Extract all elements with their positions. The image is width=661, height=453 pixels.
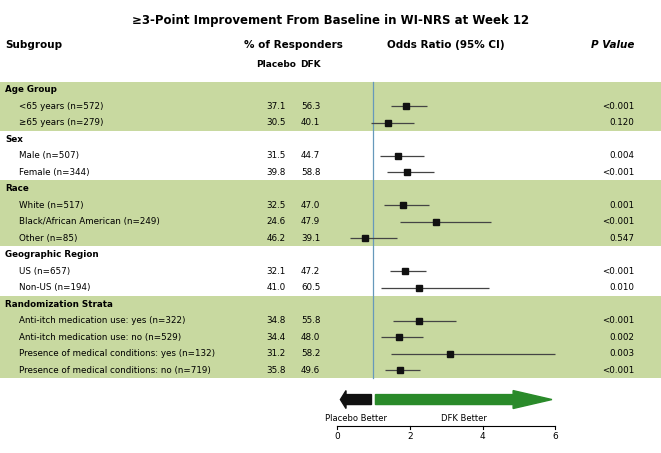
Text: <0.001: <0.001 [602,366,635,375]
Bar [0,280,661,296]
Text: Anti-itch medication use: yes (n=322): Anti-itch medication use: yes (n=322) [19,316,185,325]
Text: Odds Ratio (95% CI): Odds Ratio (95% CI) [387,40,505,50]
Text: Presence of medical conditions: no (n=719): Presence of medical conditions: no (n=71… [19,366,210,375]
Text: 47.0: 47.0 [301,201,321,210]
Text: 56.3: 56.3 [301,102,321,111]
Bar [0,296,661,312]
Text: P Value: P Value [591,40,635,50]
Text: Black/African American (n=249): Black/African American (n=249) [19,217,159,226]
Text: ≥3-Point Improvement From Baseline in WI-NRS at Week 12: ≥3-Point Improvement From Baseline in WI… [132,14,529,27]
Text: 0: 0 [334,432,340,441]
Text: Subgroup: Subgroup [5,40,62,50]
Text: 0.004: 0.004 [609,151,635,160]
Text: 40.1: 40.1 [301,118,321,127]
Text: 32.1: 32.1 [266,267,286,275]
Text: 44.7: 44.7 [301,151,321,160]
Bar [0,362,661,378]
Bar [0,197,661,213]
Text: <0.001: <0.001 [602,168,635,177]
Bar [0,230,661,246]
Text: 41.0: 41.0 [266,283,286,292]
Text: <0.001: <0.001 [602,102,635,111]
Text: 0.003: 0.003 [609,349,635,358]
Bar [0,82,661,98]
Text: ≥65 years (n=279): ≥65 years (n=279) [19,118,103,127]
Text: % of Responders: % of Responders [244,40,343,50]
Text: Non-US (n=194): Non-US (n=194) [19,283,90,292]
Text: Race: Race [5,184,29,193]
Bar [0,164,661,180]
Text: Sex: Sex [5,135,23,144]
FancyArrow shape [340,390,371,409]
Text: Male (n=507): Male (n=507) [19,151,79,160]
Text: Randomization Strata: Randomization Strata [5,299,113,308]
Text: 60.5: 60.5 [301,283,321,292]
Text: 39.8: 39.8 [266,168,286,177]
Text: Female (n=344): Female (n=344) [19,168,89,177]
Bar [0,345,661,362]
Text: 47.9: 47.9 [301,217,321,226]
Text: US (n=657): US (n=657) [19,267,70,275]
Text: 55.8: 55.8 [301,316,321,325]
Bar [0,246,661,263]
Text: 0.120: 0.120 [609,118,635,127]
Bar [0,312,661,329]
Text: 47.2: 47.2 [301,267,321,275]
Bar [0,329,661,345]
Text: Anti-itch medication use: no (n=529): Anti-itch medication use: no (n=529) [19,333,180,342]
FancyArrow shape [375,390,552,409]
Text: 2: 2 [407,432,412,441]
Text: 0.002: 0.002 [609,333,635,342]
Text: <0.001: <0.001 [602,316,635,325]
Text: Placebo: Placebo [256,60,296,69]
Text: 39.1: 39.1 [301,234,321,243]
Text: 4: 4 [480,432,485,441]
Bar [0,263,661,280]
Text: 37.1: 37.1 [266,102,286,111]
Text: Other (n=85): Other (n=85) [19,234,77,243]
Text: 49.6: 49.6 [301,366,320,375]
Text: 6: 6 [553,432,558,441]
Text: 34.4: 34.4 [266,333,286,342]
Text: 32.5: 32.5 [266,201,286,210]
Text: <65 years (n=572): <65 years (n=572) [19,102,103,111]
Text: DFK Better: DFK Better [441,414,486,423]
Bar [0,98,661,115]
Bar [0,148,661,164]
Text: Presence of medical conditions: yes (n=132): Presence of medical conditions: yes (n=1… [19,349,215,358]
Bar [0,115,661,131]
Text: 0.001: 0.001 [609,201,635,210]
Text: 46.2: 46.2 [267,234,286,243]
Text: 24.6: 24.6 [267,217,286,226]
Text: 48.0: 48.0 [301,333,321,342]
Text: 31.5: 31.5 [266,151,286,160]
Text: 58.2: 58.2 [301,349,321,358]
Text: 31.2: 31.2 [266,349,286,358]
Text: 0.547: 0.547 [609,234,635,243]
Text: 35.8: 35.8 [266,366,286,375]
Bar [0,180,661,197]
Text: DFK: DFK [300,60,321,69]
Text: Geographic Region: Geographic Region [5,250,99,259]
Text: 34.8: 34.8 [266,316,286,325]
Text: 0.010: 0.010 [609,283,635,292]
Text: <0.001: <0.001 [602,217,635,226]
Bar [0,213,661,230]
Text: 58.8: 58.8 [301,168,321,177]
Bar [0,131,661,148]
Text: White (n=517): White (n=517) [19,201,83,210]
Text: 30.5: 30.5 [266,118,286,127]
Text: Age Group: Age Group [5,85,57,94]
Text: <0.001: <0.001 [602,267,635,275]
Text: Placebo Better: Placebo Better [325,414,387,423]
